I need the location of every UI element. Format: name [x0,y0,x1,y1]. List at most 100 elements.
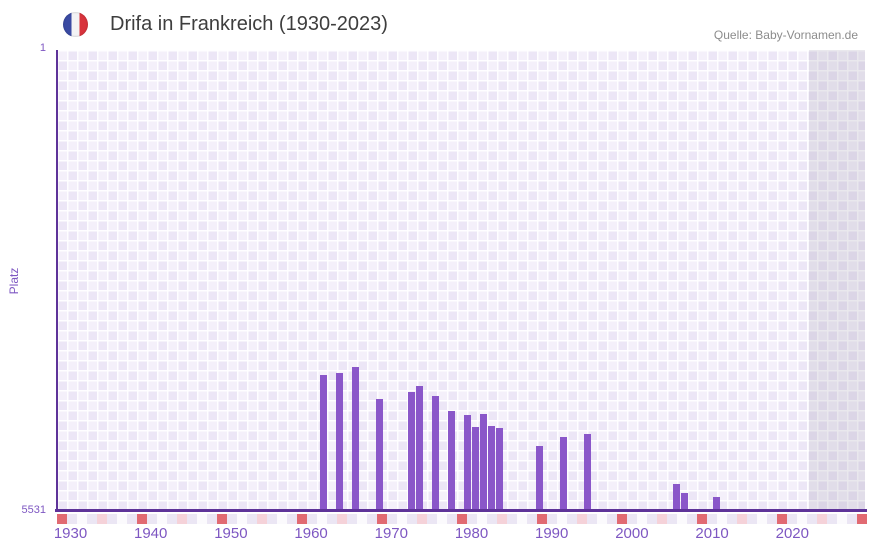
bar-1977[interactable] [447,410,455,509]
strip-cell [367,514,377,524]
strip-cell [847,514,857,524]
strip-cell [357,514,367,524]
strip-cell [167,514,177,524]
x-tick-2020: 2020 [775,525,809,542]
x-tick-1950: 1950 [214,525,248,542]
strip-cell [597,514,607,524]
x-tick-1970: 1970 [374,525,408,542]
bar-1981[interactable] [480,413,487,509]
bar-1972[interactable] [407,392,415,509]
x-tick-1960: 1960 [294,525,328,542]
decade-marker [457,514,467,524]
decade-marker [777,514,787,524]
strip-cell [647,514,657,524]
bar-1994[interactable] [584,434,592,509]
strip-cell [547,514,557,524]
source-label: Quelle: Baby-Vornamen.de [713,28,858,42]
bar-1988[interactable] [536,445,544,509]
bar-1963[interactable] [335,373,343,509]
decade-marker [377,514,387,524]
y-axis-tick-top: 1 [39,42,46,54]
strip-cell [507,514,517,524]
bar-2006[interactable] [680,493,688,509]
strip-cell [427,514,437,524]
bar-1991[interactable] [560,437,568,509]
y-axis-title: Platz [7,267,21,295]
mid-decade-marker [417,514,427,524]
bar-1961[interactable] [319,374,327,509]
strip-cell [587,514,597,524]
x-tick-1930: 1930 [53,525,88,542]
strip-cell [517,514,527,524]
x-tick-1940: 1940 [134,525,168,542]
strip-cell [837,514,847,524]
strip-cell [637,514,647,524]
bar-1980[interactable] [472,426,479,509]
strip-cell [557,514,567,524]
strip-cell [117,514,127,524]
bar-1975[interactable] [431,396,439,509]
decade-marker [857,514,867,524]
strip-cell [437,514,447,524]
strip-cell [747,514,757,524]
strip-cell [797,514,807,524]
mid-decade-marker [177,514,187,524]
x-tick-1980: 1980 [454,525,489,542]
strip-cell [397,514,407,524]
y-axis-tick-bottom: 5531 [21,504,46,516]
strip-cell [767,514,777,524]
strip-cell [147,514,157,524]
strip-cell [267,514,277,524]
strip-cell [107,514,117,524]
strip-cell [197,514,207,524]
strip-cell [807,514,817,524]
bar-1965[interactable] [351,367,359,509]
decade-marker [217,514,227,524]
strip-cell [87,514,97,524]
strip-cell [757,514,767,524]
strip-cell [67,514,77,524]
bar-1968[interactable] [375,399,383,509]
strip-cell [567,514,577,524]
strip-cell [307,514,317,524]
bar-1983[interactable] [496,428,504,509]
plot-area[interactable] [55,50,867,512]
decade-marker [697,514,707,524]
y-axis-line [56,50,58,512]
strip-cell [717,514,727,524]
bar-1982[interactable] [488,425,495,509]
x-tick-1990: 1990 [535,525,569,542]
strip-cell [447,514,457,524]
decade-marker [537,514,547,524]
future-years-band [809,50,865,509]
strip-cell [627,514,637,524]
strip-cell [277,514,287,524]
chart-title: Drifa in Frankreich (1930-2023) [110,13,388,35]
bar-2005[interactable] [672,484,680,509]
strip-cell [787,514,797,524]
strip-cell [227,514,237,524]
strip-cell [237,514,247,524]
mid-decade-marker [97,514,107,524]
strip-cell [467,514,477,524]
x-axis-line [55,509,867,512]
x-axis-ticks: 1930 1940 1950 1960 1970 1980 1990 2000 2010 2020 [54,525,865,545]
decade-marker [297,514,307,524]
strip-cell [127,514,137,524]
strip-cell [607,514,617,524]
strip-cell [287,514,297,524]
bar-1973[interactable] [415,385,423,509]
mid-decade-marker [817,514,827,524]
strip-cell [707,514,717,524]
strip-cell [727,514,737,524]
strip-cell [677,514,687,524]
strip-cell [687,514,697,524]
strip-cell [477,514,487,524]
decade-marker-strip [57,514,867,524]
bar-1979[interactable] [464,415,471,509]
strip-cell [827,514,837,524]
decade-marker [617,514,627,524]
bar-2010[interactable] [712,496,720,509]
decade-marker [137,514,147,524]
